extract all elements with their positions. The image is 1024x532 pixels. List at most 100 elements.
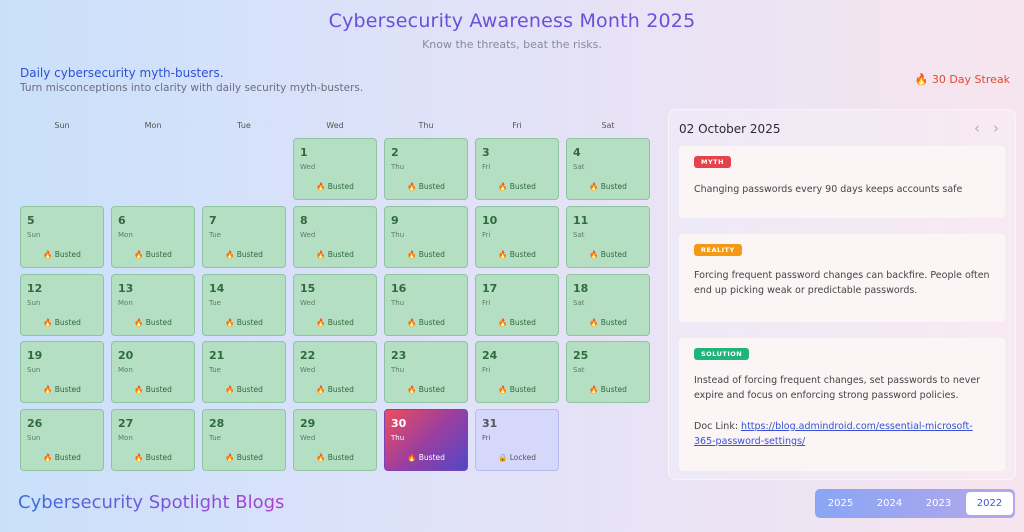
reality-text: Forcing frequent password changes can ba… bbox=[694, 270, 990, 296]
year-2024-button[interactable]: 2024 bbox=[876, 498, 903, 509]
calendar-day[interactable]: 19 Sun 🔥 Busted bbox=[20, 341, 104, 404]
day-number: 2 bbox=[391, 146, 399, 159]
calendar-day[interactable]: 24 Fri 🔥 Busted bbox=[475, 341, 559, 404]
day-number: 14 bbox=[209, 281, 225, 295]
calendar-day[interactable]: 14 Tue 🔥 Busted bbox=[202, 273, 286, 336]
calendar-day[interactable]: 1 Wed 🔥 Busted bbox=[293, 138, 377, 200]
day-weekday: Tue bbox=[209, 298, 221, 307]
calendar-day[interactable]: 15 Wed 🔥 Busted bbox=[293, 273, 377, 336]
day-status: 🔥 Busted bbox=[43, 453, 81, 463]
year-2022-button[interactable]: 2022 bbox=[966, 492, 1013, 515]
day-status: 🔥 Busted bbox=[134, 453, 172, 463]
day-weekday: Tue bbox=[209, 434, 221, 443]
day-number: 28 bbox=[209, 417, 225, 431]
day-status: 🔥 Busted bbox=[316, 182, 354, 191]
day-number: 26 bbox=[27, 417, 43, 431]
day-weekday: Sat bbox=[573, 298, 585, 307]
calendar-day[interactable]: 21 Tue 🔥 Busted bbox=[202, 341, 286, 404]
doc-link-row: Doc Link: https://blog.admindroid.com/es… bbox=[694, 419, 991, 449]
day-weekday: Sun bbox=[27, 366, 41, 375]
day-status: 🔥 Busted bbox=[316, 453, 354, 463]
calendar-day[interactable]: 20 Mon 🔥 Busted bbox=[111, 341, 195, 404]
next-day-button[interactable]: › bbox=[993, 119, 999, 137]
calendar-day[interactable]: 16 Thu 🔥 Busted bbox=[384, 273, 468, 336]
day-number: 1 bbox=[300, 146, 308, 159]
day-status: 🔥 Busted bbox=[407, 453, 445, 463]
calendar-day[interactable]: 30 Thu 🔥 Busted bbox=[384, 409, 468, 472]
calendar-day[interactable]: 3 Fri 🔥 Busted bbox=[475, 138, 559, 200]
day-weekday: Sat bbox=[573, 163, 585, 171]
calendar-day[interactable]: 18 Sat 🔥 Busted bbox=[566, 273, 650, 336]
calendar-day[interactable]: 2 Thu 🔥 Busted bbox=[384, 138, 468, 200]
day-status: 🔥 Busted bbox=[225, 249, 263, 259]
myth-text: Changing passwords every 90 days keeps a… bbox=[694, 184, 963, 195]
day-number: 13 bbox=[118, 281, 134, 295]
calendar-day[interactable]: 5 Sun 🔥 Busted bbox=[20, 205, 104, 268]
day-number: 16 bbox=[391, 281, 407, 295]
day-weekday: Wed bbox=[300, 434, 316, 443]
calendar-day[interactable]: 26 Sun 🔥 Busted bbox=[20, 409, 104, 472]
calendar-day[interactable]: 17 Fri 🔥 Busted bbox=[475, 273, 559, 336]
day-number: 5 bbox=[27, 213, 35, 227]
day-status: 🔥 Busted bbox=[225, 385, 263, 395]
calendar-day[interactable]: 22 Wed 🔥 Busted bbox=[293, 341, 377, 404]
calendar-day[interactable]: 6 Mon 🔥 Busted bbox=[111, 205, 195, 268]
day-number: 6 bbox=[118, 213, 126, 227]
day-weekday: Sun bbox=[27, 298, 41, 307]
day-weekday: Thu bbox=[391, 298, 405, 307]
calendar-day[interactable]: 27 Mon 🔥 Busted bbox=[111, 409, 195, 472]
day-number: 29 bbox=[300, 417, 316, 431]
day-weekday: Fri bbox=[482, 298, 491, 307]
day-weekday: Tue bbox=[209, 366, 221, 375]
calendar-day[interactable]: 12 Sun 🔥 Busted bbox=[20, 273, 104, 336]
day-status: 🔥 Busted bbox=[316, 249, 354, 259]
day-status: 🔥 Busted bbox=[43, 385, 81, 395]
myth-card: MYTH Changing passwords every 90 days ke… bbox=[679, 146, 1005, 218]
calendar-day[interactable]: 13 Mon 🔥 Busted bbox=[111, 273, 195, 336]
section-title: Daily cybersecurity myth-busters. bbox=[20, 66, 224, 80]
solution-badge: SOLUTION bbox=[694, 348, 750, 360]
calendar-day[interactable]: 9 Thu 🔥 Busted bbox=[384, 205, 468, 268]
calendar-day[interactable]: 8 Wed 🔥 Busted bbox=[293, 205, 377, 268]
weekday-label: Sat bbox=[601, 121, 615, 130]
doc-link[interactable]: https://blog.admindroid.com/essential-mi… bbox=[694, 421, 973, 447]
calendar-day[interactable]: 11 Sat 🔥 Busted bbox=[566, 205, 650, 268]
solution-text: Instead of forcing frequent changes, set… bbox=[694, 375, 981, 401]
myth-badge: MYTH bbox=[694, 156, 732, 168]
prev-day-button[interactable]: ‹ bbox=[974, 119, 980, 137]
day-weekday: Wed bbox=[300, 298, 316, 307]
day-weekday: Sun bbox=[27, 434, 41, 443]
day-status: 🔥 Busted bbox=[134, 249, 172, 259]
calendar-day[interactable]: 4 Sat 🔥 Busted bbox=[566, 138, 650, 200]
day-weekday: Thu bbox=[391, 163, 405, 171]
weekday-label: Thu bbox=[418, 121, 434, 130]
day-weekday: Wed bbox=[300, 366, 316, 375]
calendar-day[interactable]: 25 Sat 🔥 Busted bbox=[566, 341, 650, 404]
myth-detail-panel: 02 October 2025 ‹ › MYTH Changing passwo… bbox=[668, 109, 1016, 480]
calendar-day[interactable]: 28 Tue 🔥 Busted bbox=[202, 409, 286, 472]
weekday-label: Mon bbox=[144, 121, 162, 130]
calendar-day[interactable]: 7 Tue 🔥 Busted bbox=[202, 205, 286, 268]
day-status: 🔥 Busted bbox=[407, 317, 445, 327]
section-subtitle: Turn misconceptions into clarity with da… bbox=[20, 82, 364, 94]
reality-card: REALITY Forcing frequent password change… bbox=[679, 234, 1005, 322]
year-2025-button[interactable]: 2025 bbox=[827, 498, 854, 509]
year-2023-button[interactable]: 2023 bbox=[925, 498, 952, 509]
day-number: 20 bbox=[118, 349, 134, 363]
day-number: 11 bbox=[573, 213, 589, 227]
calendar-day[interactable]: 29 Wed 🔥 Busted bbox=[293, 409, 377, 472]
streak-badge: 🔥 30 Day Streak bbox=[914, 73, 1010, 86]
day-number: 4 bbox=[573, 146, 581, 159]
calendar-day[interactable]: 31 Fri 🔒 Locked bbox=[475, 409, 559, 472]
day-weekday: Fri bbox=[482, 163, 491, 171]
calendar-day[interactable]: 10 Fri 🔥 Busted bbox=[475, 205, 559, 268]
day-weekday: Mon bbox=[118, 298, 133, 307]
weekday-label: Fri bbox=[512, 121, 522, 130]
day-status: 🔥 Busted bbox=[407, 385, 445, 395]
doc-link-label: Doc Link: bbox=[694, 421, 742, 432]
day-status: 🔥 Busted bbox=[316, 385, 354, 395]
day-number: 12 bbox=[27, 281, 43, 295]
calendar-day[interactable]: 23 Thu 🔥 Busted bbox=[384, 341, 468, 404]
year-selector: 2025 2024 2023 2022 bbox=[815, 489, 1015, 518]
day-status: 🔥 Busted bbox=[134, 385, 172, 395]
